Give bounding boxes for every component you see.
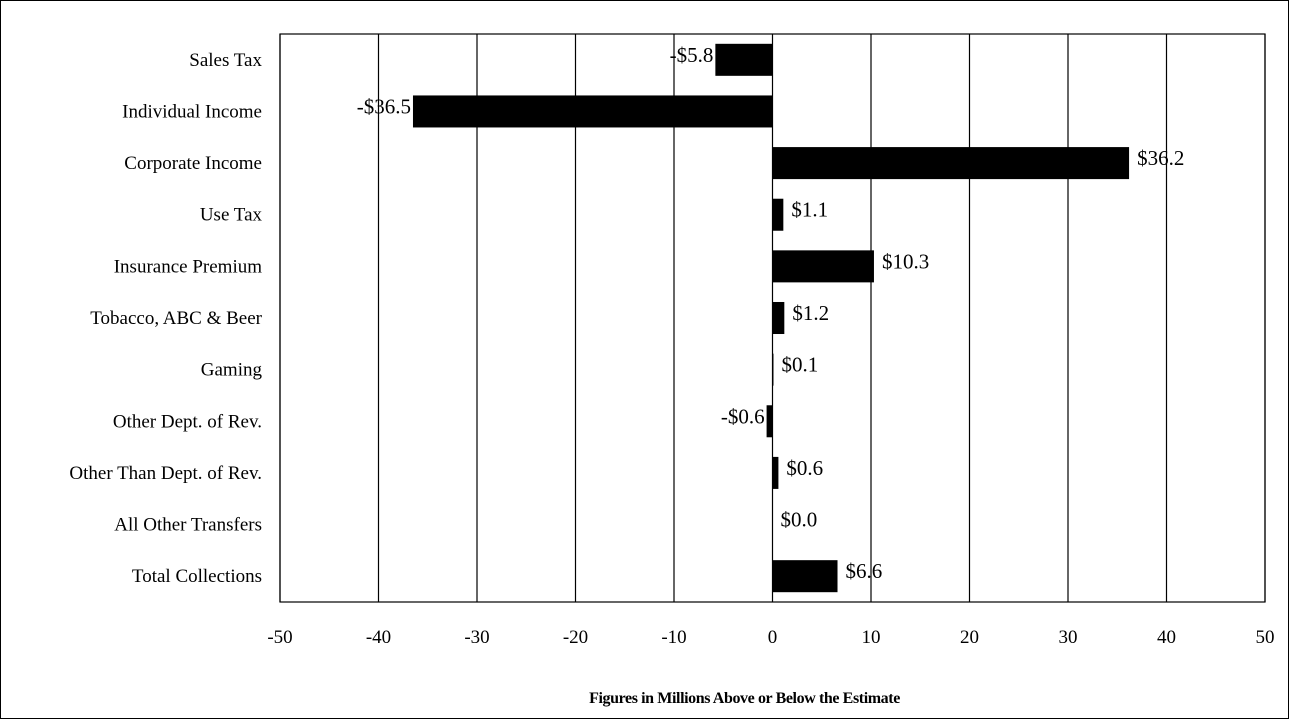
category-label: Sales Tax bbox=[189, 50, 262, 71]
data-label: $10.3 bbox=[882, 249, 929, 273]
bar bbox=[766, 405, 773, 438]
bar bbox=[772, 353, 774, 386]
bar bbox=[772, 250, 874, 283]
category-label: Corporate Income bbox=[124, 153, 262, 174]
x-tick-label: 20 bbox=[960, 627, 979, 648]
x-tick-label: -50 bbox=[267, 627, 292, 648]
data-label: $6.6 bbox=[846, 559, 883, 583]
data-label: -$5.8 bbox=[670, 43, 714, 67]
category-label: Insurance Premium bbox=[114, 256, 262, 277]
category-label: All Other Transfers bbox=[114, 515, 262, 536]
bars bbox=[412, 43, 1130, 593]
x-tick-label: -40 bbox=[366, 627, 391, 648]
bar bbox=[772, 198, 784, 231]
bar bbox=[772, 560, 838, 593]
category-label: Gaming bbox=[201, 360, 263, 381]
x-tick-label: -20 bbox=[563, 627, 588, 648]
category-label: Use Tax bbox=[200, 205, 263, 226]
bar bbox=[412, 95, 773, 128]
category-label: Tobacco, ABC & Beer bbox=[90, 308, 262, 329]
category-label: Total Collections bbox=[132, 566, 262, 587]
bar bbox=[715, 43, 773, 76]
x-tick-label: -30 bbox=[464, 627, 489, 648]
x-axis-title: Figures in Millions Above or Below the E… bbox=[589, 690, 900, 707]
data-label: $1.1 bbox=[791, 198, 828, 222]
category-label: Other Than Dept. of Rev. bbox=[69, 463, 262, 484]
data-label: $1.2 bbox=[792, 301, 829, 325]
category-label: Individual Income bbox=[122, 101, 262, 122]
data-label: -$0.6 bbox=[721, 404, 765, 428]
bar bbox=[772, 147, 1130, 180]
bar bbox=[772, 301, 785, 335]
x-tick-label: 40 bbox=[1157, 627, 1176, 648]
category-label: Other Dept. of Rev. bbox=[113, 411, 262, 432]
x-tick-label: 0 bbox=[768, 627, 778, 648]
data-label: $0.6 bbox=[786, 456, 823, 480]
category-labels: Sales Tax Individual Income Corporate Inco… bbox=[69, 50, 262, 587]
x-tick-label: 30 bbox=[1059, 627, 1078, 648]
data-label: $0.1 bbox=[781, 353, 818, 377]
data-label: $0.0 bbox=[781, 508, 818, 532]
bar bbox=[772, 456, 779, 489]
data-labels: -$5.8 -$36.5 $36.2 $1.1 $10.3 $1.2 $0.1 -$0.6 $0… bbox=[357, 43, 1185, 583]
data-label: -$36.5 bbox=[357, 94, 411, 118]
x-tick-label: 10 bbox=[862, 627, 881, 648]
plot-area-border bbox=[279, 33, 1266, 603]
x-tick-label: -10 bbox=[661, 627, 686, 648]
x-tick-labels: -50 -40 -30 -20 -10 0 10 20 30 40 50 bbox=[267, 627, 1274, 648]
data-label: $36.2 bbox=[1137, 146, 1184, 170]
x-tick-label: 50 bbox=[1256, 627, 1275, 648]
